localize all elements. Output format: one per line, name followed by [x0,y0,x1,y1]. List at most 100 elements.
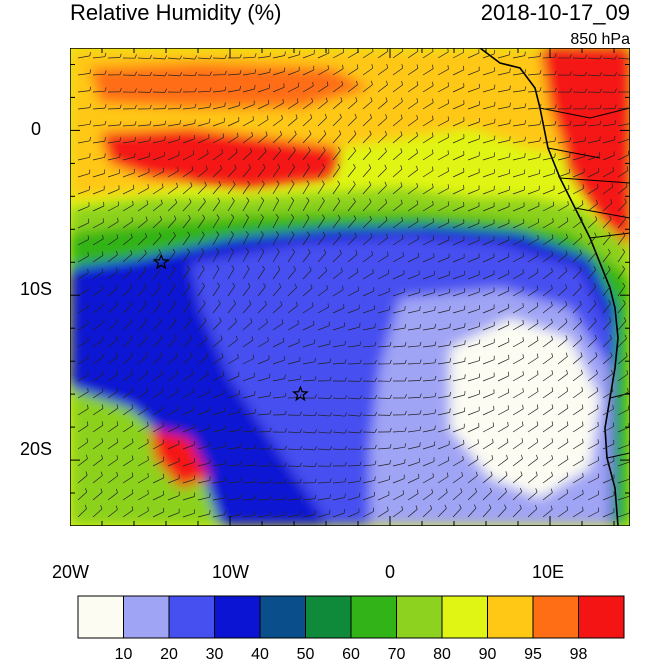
wind-barb-flag [580,216,583,221]
wind-barb [602,186,613,195]
wind-barb [92,408,104,416]
colorbar [77,595,625,639]
wind-barb-flag [246,265,250,270]
wind-barb [152,373,163,382]
wind-barb [272,134,282,144]
wind-barb [257,72,270,76]
wind-barb [227,152,238,161]
wind-barb-flag [416,148,418,153]
wind-barb [137,236,147,246]
wind-barb [272,183,280,195]
wind-barb [377,168,387,178]
wind-barb-flag [608,232,612,236]
wind-barb-flag [239,460,242,465]
wind-barb [557,390,569,399]
wind-barb-flag [550,488,553,493]
wind-barb-flag [404,443,407,448]
wind-barb-flag [341,81,344,86]
wind-barb-flag [176,182,178,187]
wind-barb [92,205,105,212]
wind-barb-flag [385,114,388,119]
wind-barb [182,218,191,229]
wind-barb [92,73,106,76]
wind-barb [332,448,346,451]
wind-barb [92,374,104,382]
wind-barb [287,342,300,348]
wind-barb [392,462,405,467]
wind-barb-flag [147,184,149,189]
wind-barb-flag [584,104,587,109]
wind-barb-flag [232,282,236,287]
wind-barb [452,171,465,178]
wind-barb [437,103,449,110]
wind-barb-flag [104,120,107,125]
wind-barb-flag [204,181,207,186]
wind-barb [587,155,600,161]
wind-barb [542,173,555,178]
wind-barb [407,84,419,93]
wind-barb-flag [269,511,272,516]
wind-barb [242,268,250,280]
wind-barb-flag [400,97,403,102]
wind-barb [527,73,541,76]
wind-barb [617,373,629,382]
wind-barb [467,274,480,280]
wind-barb [197,217,206,229]
wind-barb-flag [131,489,134,494]
wind-barb-flag [329,478,332,483]
wind-barb [137,321,147,331]
wind-barb [542,254,553,263]
wind-barb-flag [614,120,617,125]
wind-barb-flag [129,266,133,271]
wind-barb [527,238,539,246]
wind-barb-flag [626,166,629,171]
wind-barb [227,73,241,76]
wind-barb-flag [207,149,209,154]
wind-barb [617,138,630,144]
wind-barb [182,303,191,314]
wind-barb [422,239,434,246]
wind-barb [182,185,193,195]
wind-barb [497,408,509,416]
wind-barb [557,509,569,518]
wind-barb-flag [172,248,176,253]
wind-barb-flag [386,80,388,85]
wind-barb [77,374,89,382]
wind-barb-flag [419,341,422,346]
wind-barb [137,187,149,195]
wind-barb-flag [416,81,419,86]
wind-barb [482,172,495,178]
wind-barb [347,465,361,467]
wind-barb [287,379,300,382]
wind-barb [437,378,450,382]
wind-barb [152,460,164,467]
wind-barb-flag [374,395,378,399]
wind-barb-flag [355,97,358,102]
wind-barb-flag [582,489,584,494]
wind-barb-flag [431,166,434,171]
wind-barb [212,200,221,212]
wind-barb-flag [582,184,584,189]
wind-barb [257,498,271,501]
wind-barb [497,358,510,365]
wind-barb [197,303,206,314]
wind-barb [347,253,358,263]
wind-barb [272,448,286,450]
wind-barb [77,491,88,501]
wind-barb [452,205,465,212]
wind-barb [137,171,150,178]
wind-barb [467,459,479,467]
wind-barb-flag [203,317,207,322]
wind-barb-flag [265,318,268,323]
wind-barb [212,251,220,263]
wind-barb-flag [593,283,597,287]
wind-barb-flag [158,283,161,287]
wind-barb [212,514,225,518]
wind-barb-flag [550,505,553,510]
wind-barb [452,443,465,450]
wind-barb [377,397,391,399]
wind-barb-flag [175,352,178,357]
wind-barb [497,106,510,110]
wind-barb [347,397,361,400]
wind-barb [467,222,480,229]
